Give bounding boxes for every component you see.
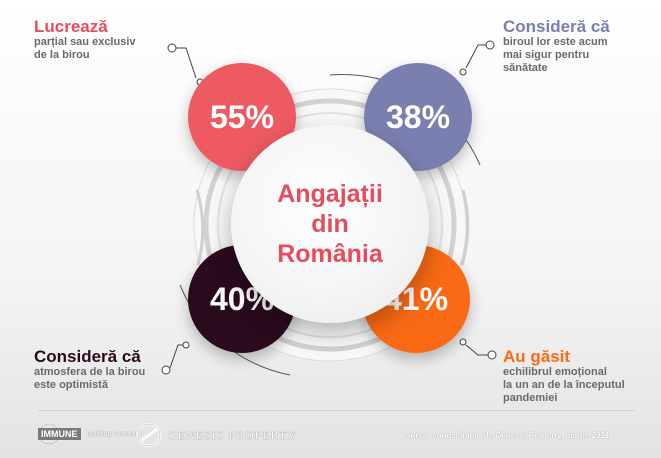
center-circle: Angajații din România <box>231 125 429 323</box>
label-line: biroul lor este acum <box>503 36 608 48</box>
connector-bottom-right <box>459 338 497 360</box>
label-top-right: Consideră că biroul lor este acum mai si… <box>503 17 610 75</box>
label-line: de la birou <box>34 49 90 61</box>
label-bottom-right: Au găsit echilibrul emoțional la un an d… <box>503 347 625 405</box>
genesis-logo-text: GENESIS PROPERTY <box>168 427 297 442</box>
center-title-line1: Angajații <box>277 180 383 208</box>
label-line: echilibrul emoțional <box>503 366 607 378</box>
label-title: Consideră că <box>34 347 141 366</box>
center-title-line2: din <box>311 210 349 238</box>
footer-divider <box>38 410 635 411</box>
source-note: Sursa: sondaj inițiat de Genesis Propert… <box>405 431 610 440</box>
connector-top-right <box>459 40 495 76</box>
connector-bottom-left <box>161 341 190 375</box>
center-title-line3: România <box>277 240 383 268</box>
connector-top-left <box>167 43 204 86</box>
immune-logo: IMMUNE Building Standard <box>34 423 142 445</box>
label-bottom-left: Consideră că atmosfera de la birou este … <box>34 347 145 392</box>
label-line: mai sigur pentru <box>503 49 590 61</box>
label-line: pandemiei <box>503 392 558 404</box>
genesis-logo-icon <box>136 422 162 448</box>
label-line: parțial sau exclusiv <box>34 36 136 48</box>
label-title: Consideră că <box>503 17 610 36</box>
immune-logo-text: IMMUNE <box>38 428 81 440</box>
label-top-left: Lucrează parțial sau exclusiv de la biro… <box>34 17 136 62</box>
label-title: Au găsit <box>503 347 571 366</box>
genesis-logo: GENESIS PROPERTY <box>135 421 297 449</box>
label-line: atmosfera de la birou <box>34 366 146 378</box>
stat-value: 55% <box>209 98 275 135</box>
immune-tagline: Building Standard <box>86 430 142 438</box>
label-line: sănătate <box>503 62 548 74</box>
label-line: la un an de la începutul <box>503 379 625 391</box>
label-title: Lucrează <box>34 17 108 36</box>
label-line: este optimistă <box>34 379 108 391</box>
stat-circle-55: 55% <box>188 63 296 171</box>
stat-value: 38% <box>385 98 451 135</box>
